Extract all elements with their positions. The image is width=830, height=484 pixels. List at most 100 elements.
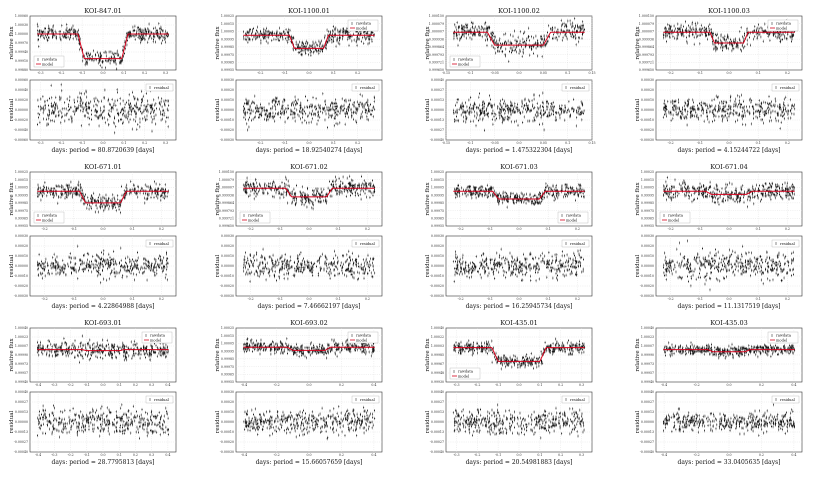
y-tick-label: 0.00030 bbox=[221, 78, 234, 82]
y-tick-label: 0.00000 bbox=[15, 264, 28, 268]
y-tick-label: -0.00020 bbox=[14, 284, 28, 288]
y-tick-label: 1.00005 bbox=[641, 186, 654, 190]
y-tick-label: 0.999936 bbox=[639, 37, 654, 41]
x-tick-label: 0.1 bbox=[565, 141, 570, 145]
flux-ylabel: relative flux bbox=[9, 25, 15, 59]
y-tick-label: 0.00020 bbox=[221, 88, 234, 92]
y-tick-label: 1.000150 bbox=[639, 14, 654, 18]
y-tick-label: 1.00005 bbox=[221, 30, 234, 34]
flux-ylabel: relative flux bbox=[9, 181, 15, 215]
y-tick-label: 0.00030 bbox=[221, 234, 234, 238]
y-tick-label: 0.00030 bbox=[431, 234, 444, 238]
legend-rawdata-label: rawdata bbox=[566, 214, 582, 218]
x-tick-label: -0.1 bbox=[697, 297, 703, 301]
x-tick-label: 0.05 bbox=[540, 141, 547, 145]
x-tick-label: 0.1 bbox=[117, 453, 122, 457]
y-tick-label: 0.99995 bbox=[431, 193, 444, 197]
x-tick-label: 0.4 bbox=[165, 453, 170, 457]
flux-ylabel: relative flux bbox=[425, 181, 431, 215]
x-tick-label: 0.1 bbox=[121, 71, 126, 75]
x-tick-label: -0.4 bbox=[35, 453, 41, 457]
model-line bbox=[37, 349, 169, 352]
x-tick-label: 0.1 bbox=[117, 383, 122, 387]
y-tick-label: -0.00020 bbox=[220, 128, 234, 132]
panel-koi-671-01: KOI-671.01 0.99955 0.99965 0.99975 0.99985 0.… bbox=[9, 163, 177, 310]
x-tick-label: 0.1 bbox=[331, 71, 336, 75]
y-tick-label: 0.00027 bbox=[641, 400, 654, 404]
y-tick-label: 0.00000 bbox=[15, 420, 28, 424]
x-tick-label: -0.2 bbox=[257, 71, 263, 75]
resid-points bbox=[453, 92, 585, 131]
y-tick-label: 1.000150 bbox=[429, 14, 444, 18]
y-tick-label: 0.00020 bbox=[15, 244, 28, 248]
y-tick-label: 0.00020 bbox=[431, 244, 444, 248]
flux-ylabel: relative flux bbox=[635, 337, 641, 371]
x-tick-label: -0.1 bbox=[84, 383, 90, 387]
y-tick-label: 0.00030 bbox=[221, 390, 234, 394]
y-tick-label: -0.00013 bbox=[430, 118, 444, 122]
y-tick-label: 0.00000 bbox=[15, 108, 28, 112]
resid-ylabel: residual bbox=[425, 98, 431, 121]
x-tick-label: 0.2 bbox=[575, 297, 580, 301]
x-tick-label: -0.4 bbox=[661, 453, 667, 457]
x-tick-label: 0.2 bbox=[558, 383, 563, 387]
y-tick-label: 1.000007 bbox=[219, 186, 234, 190]
y-tick-label: 0.999650 bbox=[429, 68, 444, 72]
x-tick-label: -0.1 bbox=[697, 227, 703, 231]
legend-box bbox=[347, 331, 379, 344]
y-tick-label: 0.00000 bbox=[221, 264, 234, 268]
panel-title: KOI-671.01 bbox=[84, 163, 122, 171]
y-tick-label: -0.00030 bbox=[220, 138, 234, 142]
resid-ylabel: residual bbox=[9, 254, 15, 277]
legend-box bbox=[33, 211, 65, 224]
legend-model-label: model bbox=[150, 338, 162, 342]
y-tick-label: -0.00020 bbox=[14, 118, 28, 122]
x-tick-label: 0.3 bbox=[579, 453, 584, 457]
x-tick-label: 0.3 bbox=[163, 141, 168, 145]
x-tick-label: -0.1 bbox=[697, 141, 703, 145]
panel-koi-435-01: KOI-435.01 0.99930 0.99948 0.99967 0.99985 1.… bbox=[425, 319, 593, 466]
x-tick-label: 0.0 bbox=[100, 71, 105, 75]
legend-rawdata-label: rawdata bbox=[458, 58, 474, 62]
x-tick-label: 0.0 bbox=[726, 297, 731, 301]
y-tick-label: 1.00015 bbox=[221, 22, 234, 26]
x-tick-label: -0.2 bbox=[668, 227, 674, 231]
legend-box bbox=[771, 239, 800, 248]
legend-rawdata-label: rawdata bbox=[356, 22, 372, 26]
x-tick-label: -0.1 bbox=[277, 227, 283, 231]
x-tick-label: -0.2 bbox=[273, 453, 279, 457]
y-tick-label: 1.00040 bbox=[15, 326, 28, 330]
panel-title: KOI-693.01 bbox=[84, 319, 122, 327]
y-tick-label: -0.00030 bbox=[640, 294, 654, 298]
x-tick-label: 0.0 bbox=[726, 383, 731, 387]
panel-title: KOI-847.01 bbox=[84, 7, 122, 15]
y-tick-label: 0.00020 bbox=[221, 400, 234, 404]
y-tick-label: 0.99965 bbox=[641, 216, 654, 220]
legend-box bbox=[141, 331, 173, 344]
y-tick-label: 1.00025 bbox=[221, 326, 234, 330]
legend-model-label: model bbox=[668, 218, 680, 222]
x-tick-label: -0.2 bbox=[474, 383, 480, 387]
y-tick-label: 0.99957 bbox=[641, 371, 654, 375]
x-axis-label: days: period = 7.46662197 [days] bbox=[257, 303, 360, 310]
y-tick-label: 0.999864 bbox=[639, 45, 654, 49]
y-tick-label: 0.00000 bbox=[431, 420, 444, 424]
y-tick-label: 0.999793 bbox=[639, 53, 654, 57]
x-tick-label: 0.1 bbox=[121, 141, 126, 145]
x-tick-label: 0.2 bbox=[365, 227, 370, 231]
y-tick-label: 0.99965 bbox=[221, 372, 234, 376]
y-tick-label: 0.99990 bbox=[15, 353, 28, 357]
resid-ylabel: residual bbox=[215, 254, 221, 277]
x-tick-label: 0.3 bbox=[149, 453, 154, 457]
x-tick-label: 0.3 bbox=[149, 383, 154, 387]
flux-points bbox=[36, 180, 169, 214]
y-tick-label: 0.99965 bbox=[221, 60, 234, 64]
panel-title: KOI-435.03 bbox=[710, 319, 748, 327]
legend-model-label: model bbox=[458, 374, 470, 378]
legend-model-label: model bbox=[458, 62, 470, 66]
resid-points bbox=[37, 404, 169, 439]
y-tick-label: 0.00010 bbox=[221, 410, 234, 414]
model-line bbox=[37, 33, 169, 60]
y-tick-label: 0.99973 bbox=[15, 362, 28, 366]
x-tick-label: 0.1 bbox=[331, 141, 336, 145]
